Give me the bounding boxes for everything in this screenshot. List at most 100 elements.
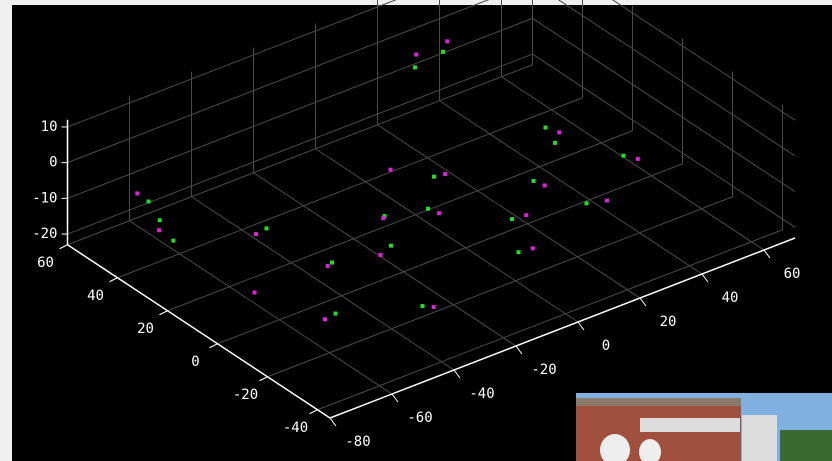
tick-mark	[259, 376, 268, 382]
point	[621, 153, 626, 158]
grid-line	[117, 97, 583, 279]
point	[378, 252, 383, 257]
grid-line	[129, 220, 393, 395]
plot-background	[12, 5, 832, 461]
grid-line	[191, 196, 455, 371]
point	[431, 304, 436, 309]
point	[388, 167, 393, 172]
arch	[600, 434, 630, 461]
tick-mark	[109, 277, 118, 283]
trees	[780, 430, 832, 461]
x-tick-label: -80	[345, 434, 370, 450]
grid-line	[67, 0, 490, 164]
point	[330, 260, 334, 265]
roof	[576, 398, 741, 406]
point	[414, 52, 419, 57]
grid-line	[532, 17, 796, 193]
y-tick-label: 40	[87, 288, 104, 304]
point	[252, 290, 257, 295]
tick-mark	[577, 321, 585, 331]
point	[254, 232, 258, 237]
point	[437, 211, 442, 216]
grid-line	[167, 130, 633, 312]
grid-line	[315, 148, 579, 323]
tick-mark	[763, 249, 771, 259]
point	[524, 213, 529, 218]
point	[441, 49, 445, 54]
point	[516, 250, 521, 255]
x-tick-label: -40	[469, 386, 494, 402]
point	[413, 65, 417, 70]
point	[382, 214, 387, 219]
y-tick-label: 0	[191, 354, 199, 370]
point	[135, 191, 140, 196]
point	[510, 217, 514, 222]
sign	[640, 418, 740, 432]
point	[157, 228, 162, 233]
tick-mark	[159, 310, 168, 316]
grid-line	[377, 124, 641, 299]
point	[445, 39, 450, 44]
y-axis	[67, 244, 331, 419]
point	[553, 140, 557, 145]
z-tick-label: 10	[41, 119, 58, 135]
point	[426, 206, 430, 211]
point	[443, 171, 448, 176]
tick-mark	[515, 345, 523, 355]
point	[557, 130, 562, 135]
tick-mark	[209, 343, 218, 349]
point	[381, 216, 386, 221]
x-tick-label: 0	[602, 338, 610, 354]
y-tick-label: 20	[137, 321, 154, 337]
grid-line	[611, 0, 796, 121]
tick-mark	[453, 369, 461, 379]
grid-line	[267, 196, 733, 378]
point	[530, 246, 535, 251]
y-tick-label: -20	[233, 387, 258, 403]
x-axis	[329, 237, 796, 419]
arch	[639, 439, 661, 461]
tick-mark	[329, 417, 337, 427]
grid-line	[557, 0, 796, 157]
grid-line	[532, 53, 796, 228]
grid-line	[217, 163, 683, 345]
point	[531, 178, 536, 183]
x-tick-label: 20	[660, 314, 677, 330]
grid-line	[253, 172, 517, 347]
point	[264, 226, 269, 231]
z-tick-label: 0	[49, 155, 57, 171]
y-tick-label: 60	[37, 255, 54, 271]
grid-line	[67, 0, 397, 128]
point	[432, 174, 436, 179]
grid-line	[67, 17, 533, 199]
tick-mark	[309, 409, 318, 415]
inset-photo	[576, 393, 832, 461]
grid-line	[439, 100, 703, 275]
tick-mark	[391, 393, 399, 403]
point	[542, 183, 547, 188]
point	[157, 218, 162, 223]
x-tick-label: 60	[784, 266, 801, 282]
point	[635, 156, 640, 161]
x-tick-label: 40	[722, 290, 739, 306]
tick-mark	[639, 297, 647, 307]
grid-line	[67, 64, 533, 246]
grid-line	[501, 76, 765, 251]
point	[171, 238, 176, 243]
z-tick-label: -10	[32, 190, 57, 206]
point	[325, 263, 330, 268]
point	[323, 317, 327, 322]
tick-mark	[59, 244, 68, 250]
point	[605, 198, 609, 203]
building-far	[742, 415, 777, 461]
point	[146, 199, 151, 204]
grid-line	[317, 229, 783, 411]
point	[543, 125, 548, 130]
grid-line	[67, 53, 533, 235]
x-tick-label: -20	[531, 362, 556, 378]
y-tick-label: -40	[283, 420, 308, 436]
tick-mark	[701, 273, 709, 283]
z-tick-label: -20	[32, 226, 57, 242]
point	[420, 304, 425, 309]
